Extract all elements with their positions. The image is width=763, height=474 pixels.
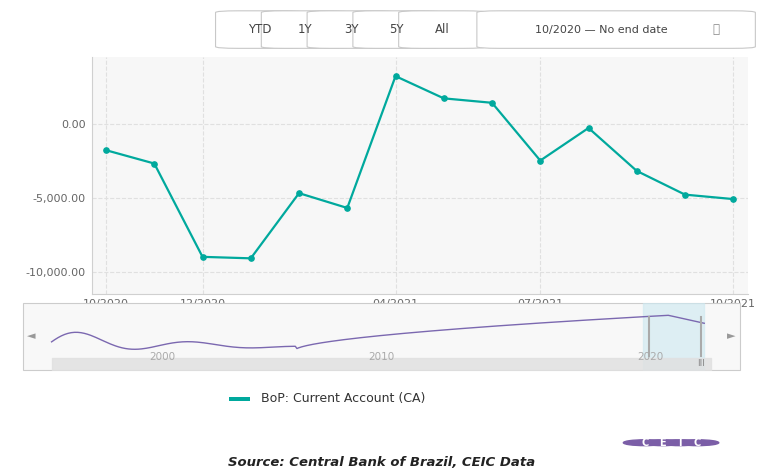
Text: 5Y: 5Y (389, 23, 404, 36)
Text: Source: Central Bank of Brazil, CEIC Data: Source: Central Bank of Brazil, CEIC Dat… (228, 456, 535, 469)
FancyBboxPatch shape (229, 397, 250, 401)
Circle shape (676, 440, 719, 446)
Text: C: C (641, 438, 649, 448)
Text: C: C (694, 438, 701, 448)
FancyBboxPatch shape (215, 11, 303, 48)
Text: All: All (435, 23, 450, 36)
Text: 10/2020 — No end date: 10/2020 — No end date (535, 25, 667, 35)
Text: I: I (678, 438, 681, 448)
Text: 2010: 2010 (369, 352, 394, 362)
Text: E: E (659, 438, 665, 448)
FancyBboxPatch shape (477, 11, 755, 48)
Circle shape (641, 440, 684, 446)
Text: III: III (697, 359, 704, 368)
Circle shape (623, 440, 666, 446)
FancyBboxPatch shape (353, 11, 441, 48)
Text: 2000: 2000 (150, 352, 175, 362)
Text: 1Y: 1Y (298, 23, 313, 36)
Text: YTD: YTD (248, 23, 271, 36)
FancyBboxPatch shape (307, 11, 395, 48)
FancyBboxPatch shape (23, 303, 740, 370)
Text: 📅: 📅 (712, 23, 720, 36)
Text: ►: ► (727, 331, 736, 342)
FancyBboxPatch shape (262, 11, 349, 48)
Text: ◄: ◄ (27, 331, 36, 342)
Text: 3Y: 3Y (343, 23, 359, 36)
Text: 2020: 2020 (637, 352, 664, 362)
Circle shape (658, 440, 701, 446)
FancyBboxPatch shape (398, 11, 487, 48)
Text: BoP: Current Account (CA): BoP: Current Account (CA) (261, 392, 425, 405)
